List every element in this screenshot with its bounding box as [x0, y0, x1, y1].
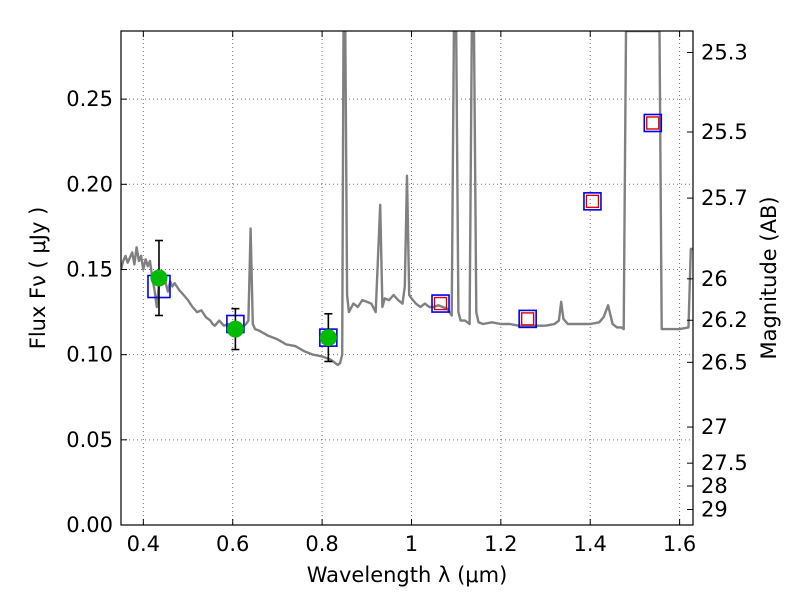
observed-photometry-point: [150, 269, 168, 287]
model-sed-line: [121, 31, 693, 367]
x-tick-label: 1.6: [663, 532, 696, 556]
right-tick-label: 29: [701, 497, 728, 521]
x-tick-label: 0.8: [305, 532, 338, 556]
x-tick-label: 0.4: [127, 532, 160, 556]
observed-photometry-point: [319, 329, 337, 347]
x-tick-label: 1.2: [484, 532, 517, 556]
y-tick-label: 0.25: [66, 87, 113, 111]
model-photometry-marker: [583, 192, 602, 211]
markers-layer: [147, 113, 663, 363]
y-tick-label: 0.05: [66, 428, 113, 452]
y-axis-label: Flux Fν ( μJy ): [26, 207, 50, 350]
y-tick-label: 0.10: [66, 343, 113, 367]
observed-photometry-point: [226, 320, 244, 338]
band-flux-marker: [520, 312, 535, 326]
x-tick-label: 1: [405, 532, 418, 556]
right-tick-label: 27: [701, 415, 728, 439]
grid-lines: [121, 31, 693, 526]
right-tick-label: 28: [701, 474, 728, 498]
right-tick-label: 26.5: [701, 350, 748, 374]
right-tick-label: 26: [701, 267, 728, 291]
right-tick-label: 25.3: [701, 40, 748, 64]
tick-marks: [121, 31, 693, 526]
model-photometry-marker: [518, 309, 537, 329]
tick-labels: 0.4 0.6 0.8 1 1.2 1.4 1.6 0.00 0.05 0.10 0.15 0.20 0…: [66, 40, 748, 556]
band-flux-marker: [433, 296, 448, 311]
y-tick-label: 0.20: [66, 172, 113, 196]
model-photometry-marker: [643, 113, 663, 133]
band-flux-marker: [646, 116, 660, 130]
right-axis-label: Magnitude (AB): [757, 196, 781, 359]
right-tick-label: 26.2: [701, 308, 748, 332]
y-tick-label: 0.15: [66, 257, 113, 281]
plot-frame: [120, 30, 694, 526]
data-layer: [121, 31, 693, 367]
x-tick-label: 1.4: [574, 532, 607, 556]
y-tick-label: 0.00: [66, 513, 113, 537]
x-axis-label: Wavelength λ (μm): [307, 563, 508, 587]
right-tick-label: 27.5: [701, 451, 748, 475]
right-tick-label: 25.5: [701, 120, 748, 144]
band-flux-marker: [585, 194, 600, 209]
right-tick-label: 25.7: [701, 186, 748, 210]
x-tick-label: 0.6: [216, 532, 249, 556]
model-photometry-marker: [431, 294, 450, 313]
